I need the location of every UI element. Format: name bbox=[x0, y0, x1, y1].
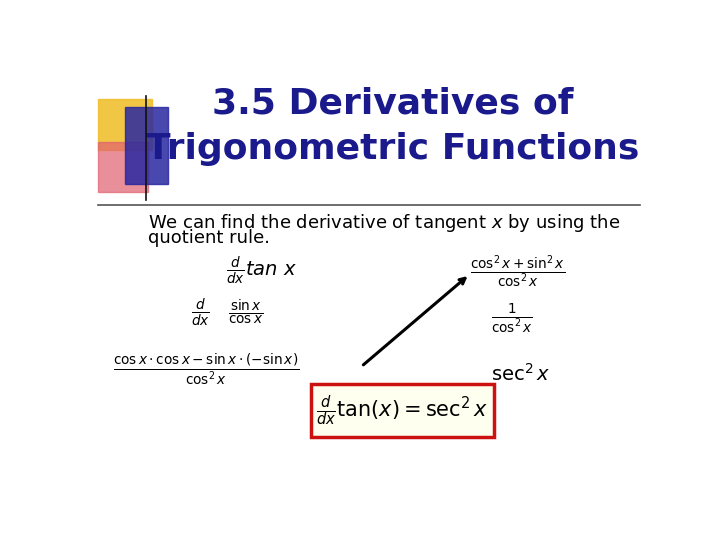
Text: quotient rule.: quotient rule. bbox=[148, 229, 270, 247]
Text: $\frac{\cos^2 x + \sin^2 x}{\cos^2 x}$: $\frac{\cos^2 x + \sin^2 x}{\cos^2 x}$ bbox=[469, 253, 565, 289]
Text: $\frac{d}{dx}\tan(x) = \sec^2 x$: $\frac{d}{dx}\tan(x) = \sec^2 x$ bbox=[316, 393, 488, 428]
Text: 3.5 Derivatives of: 3.5 Derivatives of bbox=[212, 86, 573, 120]
Text: $\frac{\cos x \cdot \cos x - \sin x \cdot (-\sin x)}{\cos^2 x}$: $\frac{\cos x \cdot \cos x - \sin x \cdo… bbox=[113, 351, 300, 387]
Text: $\frac{\sin x}{\cos x}$: $\frac{\sin x}{\cos x}$ bbox=[228, 298, 264, 327]
Bar bbox=[98, 142, 148, 192]
Bar bbox=[125, 107, 168, 184]
Bar bbox=[98, 99, 152, 150]
Text: $\frac{d}{dx}$: $\frac{d}{dx}$ bbox=[191, 296, 210, 329]
Text: $\frac{1}{\cos^2 x}$: $\frac{1}{\cos^2 x}$ bbox=[492, 302, 534, 335]
FancyBboxPatch shape bbox=[311, 384, 494, 437]
Text: Trigonometric Functions: Trigonometric Functions bbox=[145, 132, 639, 166]
Text: We can find the derivative of tangent $x$ by using the: We can find the derivative of tangent $x… bbox=[148, 212, 621, 234]
Text: $\sec^2 x$: $\sec^2 x$ bbox=[492, 363, 551, 386]
Text: $\frac{d}{dx}$tan $x$: $\frac{d}{dx}$tan $x$ bbox=[225, 255, 297, 287]
